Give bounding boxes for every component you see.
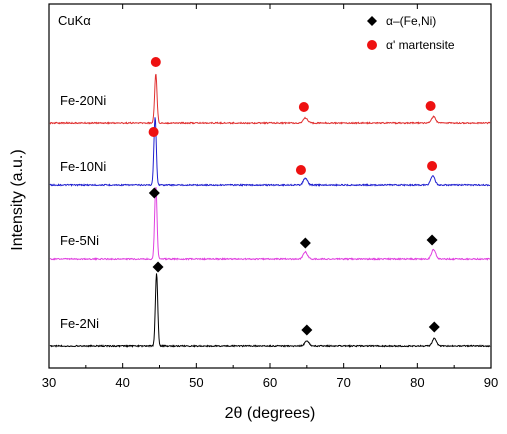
series-line-fe-20ni xyxy=(49,73,491,125)
alpha-fe-ni-marker xyxy=(426,234,438,246)
x-tick-label: 90 xyxy=(484,375,498,390)
x-tick-label: 80 xyxy=(410,375,424,390)
martensite-marker xyxy=(150,57,161,67)
martensite-marker xyxy=(427,161,438,171)
legend-label-martensite: α' martensite xyxy=(386,38,455,52)
legend-diamond-marker xyxy=(367,16,377,26)
x-tick-label: 70 xyxy=(336,375,350,390)
sample-label-layer: Fe-20Ni Fe-10Ni Fe-5Ni Fe-2Ni xyxy=(60,93,106,331)
martensite-marker xyxy=(295,165,306,175)
alpha-fe-ni-marker xyxy=(152,261,164,273)
x-tick-label: 50 xyxy=(189,375,203,390)
x-tick-label: 30 xyxy=(42,375,56,390)
phase-marker-layer xyxy=(148,57,440,336)
sample-label: Fe-2Ni xyxy=(60,316,99,331)
martensite-marker xyxy=(298,102,309,112)
martensite-marker xyxy=(425,101,436,111)
series-layer xyxy=(49,73,491,348)
series-line-fe-5ni xyxy=(49,186,491,261)
sample-label: Fe-10Ni xyxy=(60,159,106,174)
x-axis-ticks: 30 40 50 60 70 80 90 xyxy=(42,4,498,390)
alpha-fe-ni-marker xyxy=(428,321,440,333)
sample-label: Fe-20Ni xyxy=(60,93,106,108)
plot-frame xyxy=(48,3,492,369)
legend: α–(Fe,Ni) α' martensite xyxy=(367,14,455,52)
legend-label-alpha-fe-ni: α–(Fe,Ni) xyxy=(386,14,436,28)
radiation-annotation: CuKα xyxy=(58,13,91,28)
sample-label: Fe-5Ni xyxy=(60,233,99,248)
y-axis-label: Intensity (a.u.) xyxy=(9,149,26,250)
series-line-fe-2ni xyxy=(49,273,491,348)
alpha-fe-ni-marker xyxy=(301,324,313,336)
x-tick-label: 60 xyxy=(263,375,277,390)
alpha-fe-ni-marker xyxy=(148,187,160,199)
series-line-fe-10ni xyxy=(49,117,491,187)
legend-circle-marker xyxy=(367,40,377,50)
x-tick-label: 40 xyxy=(115,375,129,390)
x-axis-label: 2θ (degrees) xyxy=(225,405,316,422)
alpha-fe-ni-marker xyxy=(299,237,311,249)
martensite-marker xyxy=(148,127,159,137)
